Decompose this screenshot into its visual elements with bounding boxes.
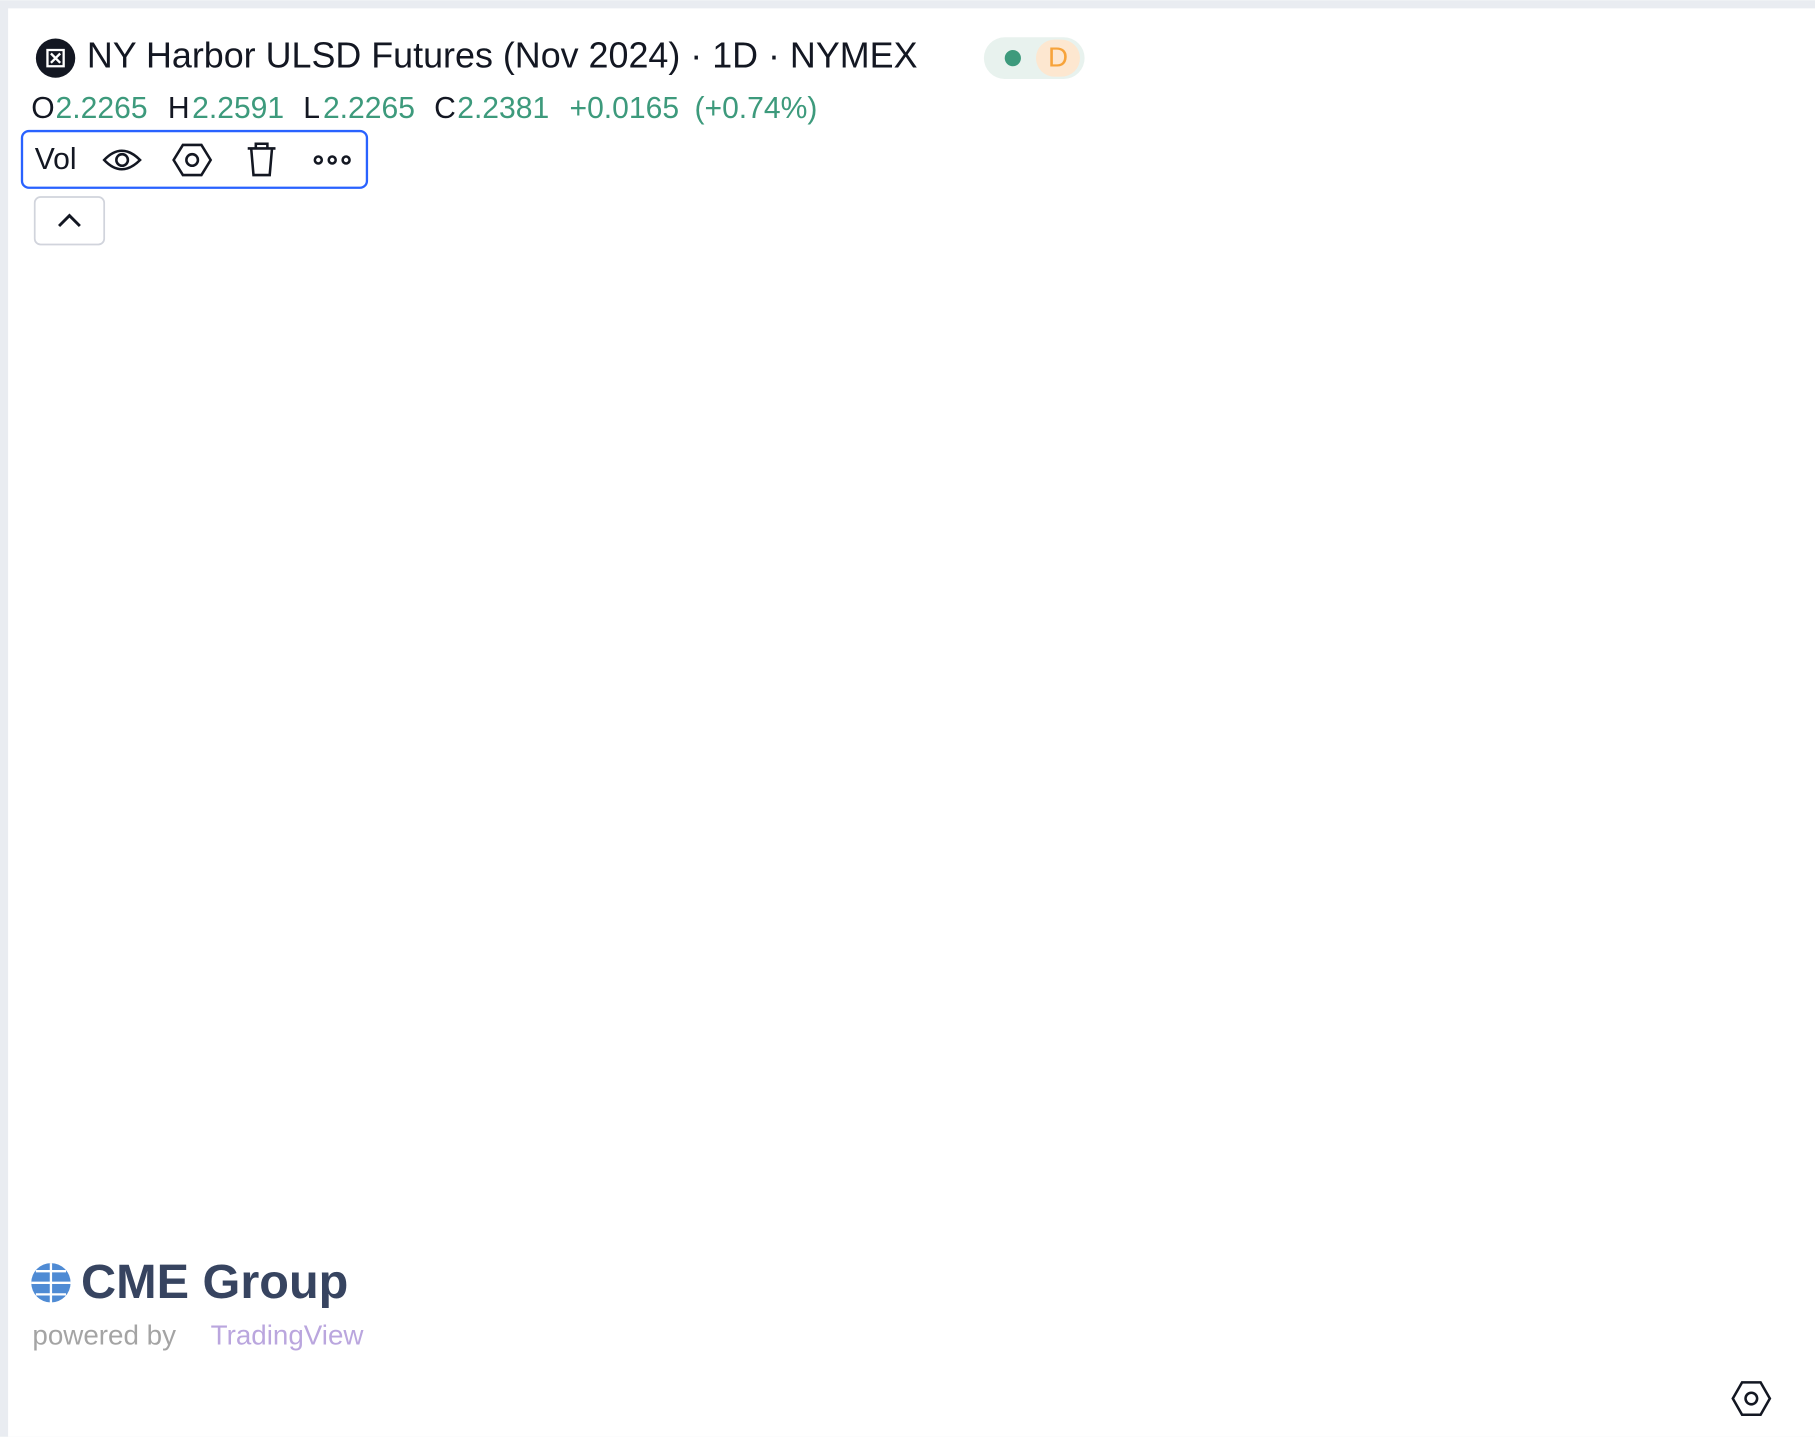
low-letter: L <box>303 92 320 125</box>
settings-center <box>185 152 200 168</box>
status-dot <box>1004 50 1021 67</box>
axis-settings-center <box>1744 1391 1759 1406</box>
low-value: 2.2265 <box>323 92 415 125</box>
more-dot <box>327 155 337 165</box>
brand-text: CME Group <box>81 1255 348 1309</box>
high-value: 2.2591 <box>192 92 284 125</box>
more-dot[interactable] <box>313 155 324 165</box>
open-letter: O <box>31 92 54 125</box>
symbol-glyph <box>46 48 65 68</box>
change-pct: (+0.74%) <box>695 92 818 125</box>
delete-icon[interactable] <box>247 142 276 177</box>
chart-title: NY Harbor ULSD Futures (Nov 2024) · 1D ·… <box>87 36 918 76</box>
close-value: 2.2381 <box>457 92 549 125</box>
powered-by: powered by <box>32 1320 176 1351</box>
more-dot <box>341 155 351 165</box>
watermark: CME Group powered by TradingView <box>31 1255 364 1351</box>
high-letter: H <box>168 92 190 125</box>
collapse-chevron <box>58 213 81 227</box>
globe-lines <box>31 1263 71 1303</box>
interval-badge: D <box>1048 42 1068 73</box>
badge-d-bg <box>1035 39 1080 77</box>
open-value: 2.2265 <box>56 92 148 125</box>
eye-icon[interactable] <box>102 149 142 171</box>
change-value: +0.0165 <box>570 92 680 125</box>
close-letter: C <box>434 92 456 125</box>
legend-icons <box>102 142 351 177</box>
volume-legend[interactable] <box>20 129 369 189</box>
axis-settings-icon[interactable] <box>1731 1381 1772 1417</box>
platform-text: TradingView <box>211 1320 365 1351</box>
collapse-button[interactable] <box>33 196 106 246</box>
settings-icon[interactable] <box>172 143 213 177</box>
chart-area <box>8 8 1815 1437</box>
eye-pupil <box>115 152 130 168</box>
volume-legend-label: Vol <box>35 143 77 176</box>
